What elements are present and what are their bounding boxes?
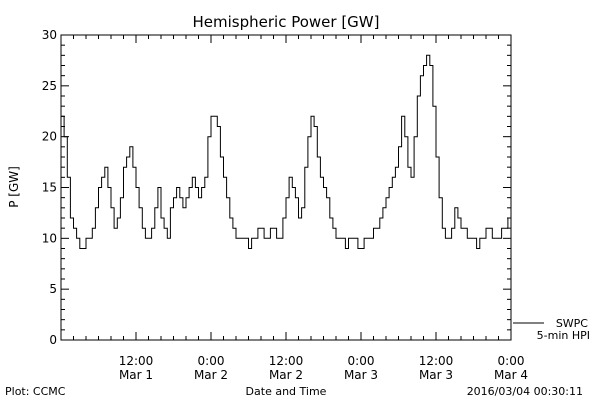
timestamp: 2016/03/04 00:30:11 (467, 385, 583, 398)
y-tick-label: 0 (49, 333, 57, 347)
x-tick-label-date: Mar 1 (119, 368, 153, 382)
legend: SWPC 5-min HPI (513, 317, 590, 342)
x-axis-label: Date and Time (246, 385, 327, 398)
x-tick-label-date: Mar 4 (494, 368, 528, 382)
x-tick-label-date: Mar 3 (419, 368, 453, 382)
series-line-swpc (61, 54, 512, 249)
y-tick-label: 25 (42, 79, 57, 93)
x-tick-label-time: 12:00 (119, 354, 154, 368)
y-tick-label: 15 (42, 181, 57, 195)
legend-hpi-label: 5-min HPI (537, 329, 590, 342)
plot-credit: Plot: CCMC (5, 385, 66, 398)
y-tick-label: 30 (42, 28, 57, 42)
y-axis-label: P [GW] (7, 166, 21, 208)
x-tick-label-time: 12:00 (419, 354, 454, 368)
chart-title: Hemispheric Power [GW] (193, 13, 380, 31)
y-axis: 0 5 10 15 20 25 30 (42, 28, 511, 347)
x-tick-label-date: Mar 2 (194, 368, 228, 382)
legend-swpc-label: SWPC (556, 317, 588, 330)
x-tick-label-date: Mar 2 (269, 368, 303, 382)
x-tick-label-time: 12:00 (269, 354, 304, 368)
x-tick-label-date: Mar 3 (344, 368, 378, 382)
x-tick-label-time: 0:00 (498, 354, 525, 368)
x-tick-label-time: 0:00 (198, 354, 225, 368)
y-tick-label: 5 (49, 282, 57, 296)
plot-frame (60, 34, 512, 341)
x-tick-label-time: 0:00 (348, 354, 375, 368)
y-tick-label: 10 (42, 231, 57, 245)
y-tick-label: 20 (42, 130, 57, 144)
